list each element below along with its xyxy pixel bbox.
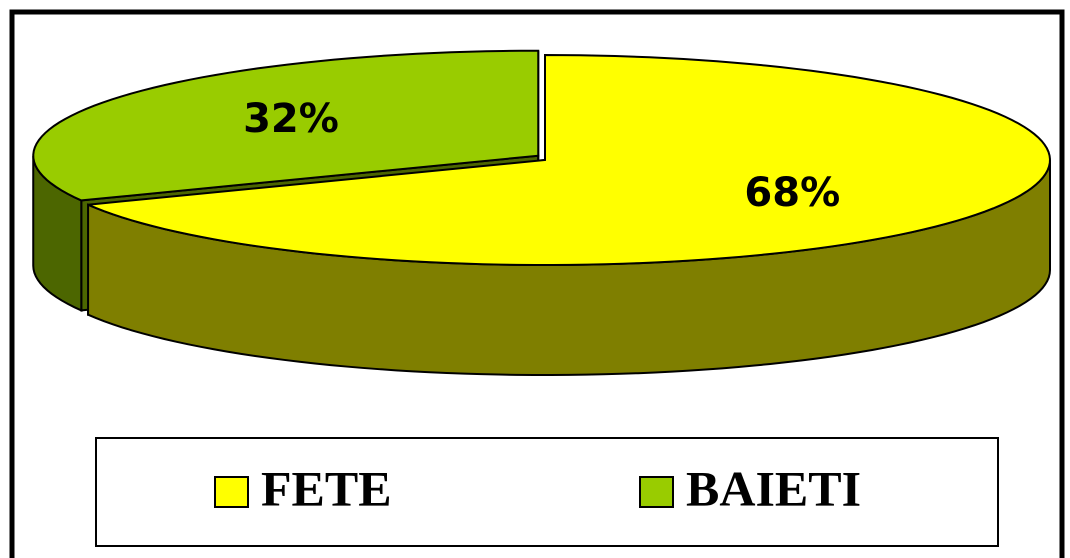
value-label: 32% <box>243 96 339 142</box>
legend-label: FETE <box>261 460 392 516</box>
labels: 68% 32% <box>243 96 840 216</box>
value-label: 68% <box>744 170 840 216</box>
legend-swatch <box>214 476 249 508</box>
tops <box>32 49 1051 266</box>
legend-swatch <box>639 476 674 508</box>
legend: FETE BAIETI <box>214 460 861 516</box>
legend-label: BAIETI <box>686 460 861 516</box>
pie-slice <box>87 53 1051 266</box>
pie-slice <box>32 49 540 202</box>
